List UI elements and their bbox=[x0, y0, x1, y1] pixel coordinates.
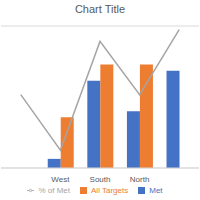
html-text:Chart Title: Chart Title bbox=[74, 3, 126, 15]
html-text:Met: Met bbox=[149, 186, 163, 195]
svg-text:West: West bbox=[51, 175, 70, 184]
html-text:All Targets: All Targets bbox=[91, 186, 129, 195]
html-text:% of Met: % of Met bbox=[38, 186, 70, 195]
svg-text:South: South bbox=[90, 175, 111, 184]
svg-text:North: North bbox=[130, 175, 150, 184]
